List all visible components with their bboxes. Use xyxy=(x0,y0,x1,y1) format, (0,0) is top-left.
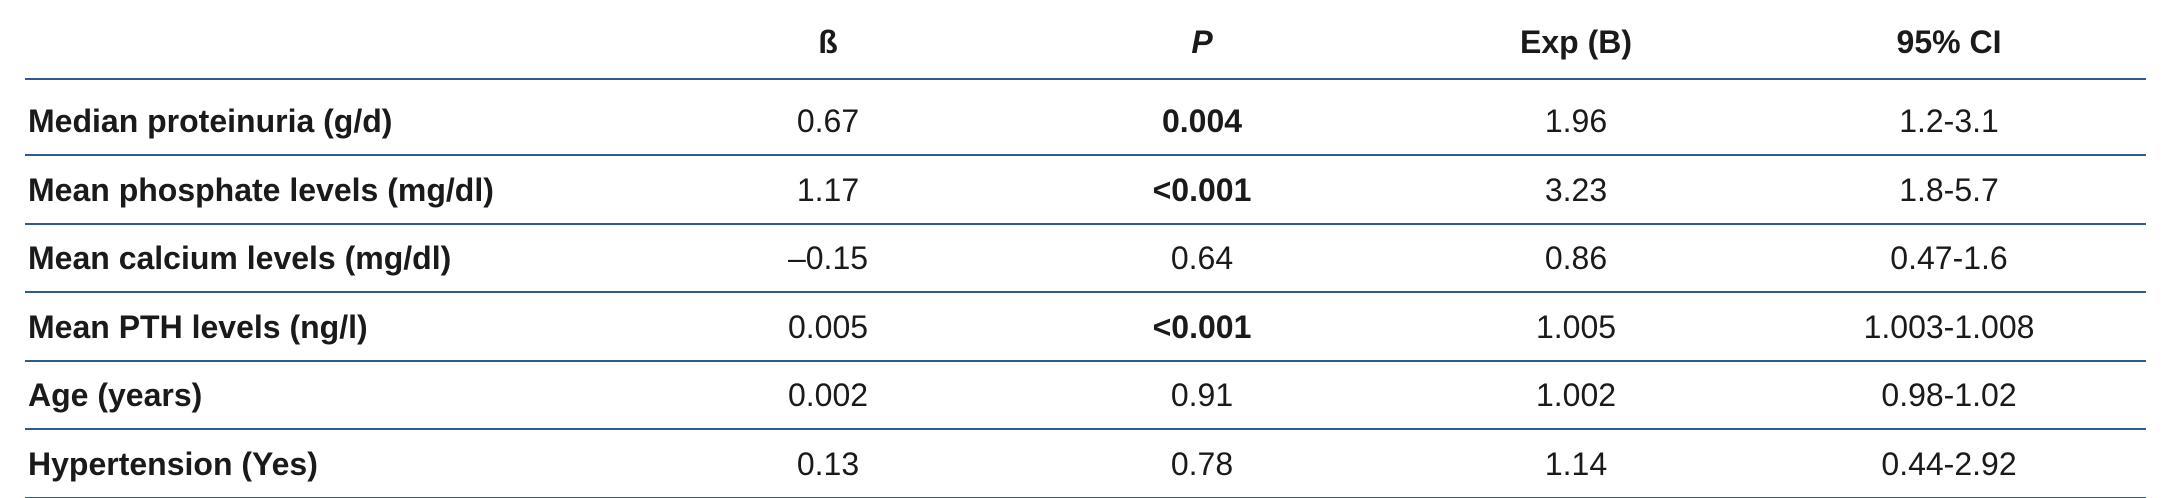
row-rule xyxy=(25,222,2146,225)
cell: 0.47-1.6 xyxy=(1890,240,2008,276)
row-rule xyxy=(25,359,2146,362)
cell: 0.86 xyxy=(1544,240,1608,276)
cell: 0.98-1.02 xyxy=(1881,377,2017,413)
cell: <0.001 xyxy=(1152,308,1252,345)
cell: 1.14 xyxy=(1544,445,1608,482)
cell: 0.13 xyxy=(796,445,860,482)
cell: 1.17 xyxy=(796,171,860,208)
cell: 1.002 xyxy=(1535,377,1617,413)
cell: <0.001 xyxy=(1152,171,1252,208)
row-label: Hypertension (Yes) xyxy=(28,445,318,482)
cell: 0.91 xyxy=(1170,377,1234,413)
column-header: ß xyxy=(818,24,838,60)
cell: 0.005 xyxy=(787,308,869,345)
cell: –0.15 xyxy=(787,240,869,276)
column-header: Exp (B) xyxy=(1520,24,1632,60)
row-label: Mean PTH levels (ng/l) xyxy=(28,308,368,345)
cell: 3.23 xyxy=(1544,171,1608,208)
row-rule xyxy=(25,291,2146,293)
row-label: Mean phosphate levels (mg/dl) xyxy=(28,171,494,208)
row-label: Mean calcium levels (mg/dl) xyxy=(28,240,452,276)
cell: 0.78 xyxy=(1170,445,1234,482)
cell: 0.004 xyxy=(1161,103,1243,139)
cell: 1.96 xyxy=(1544,103,1608,139)
row-rule xyxy=(25,496,2146,498)
row-rule xyxy=(25,78,2146,80)
cell: 1.003-1.008 xyxy=(1863,308,2035,345)
column-header: 95% CI xyxy=(1896,24,2002,60)
column-header: P xyxy=(1191,24,1213,60)
cell: 1.2-3.1 xyxy=(1899,103,1999,139)
cell: 0.44-2.92 xyxy=(1881,445,2017,482)
cell: 0.002 xyxy=(787,377,869,413)
cell: 0.64 xyxy=(1170,240,1234,276)
cell: 1.005 xyxy=(1535,308,1617,345)
row-label: Median proteinuria (g/d) xyxy=(28,103,393,139)
cell: 1.8-5.7 xyxy=(1899,171,1999,208)
row-rule xyxy=(25,154,2146,156)
row-label: Age (years) xyxy=(28,377,203,413)
row-rule xyxy=(25,428,2146,430)
cell: 0.67 xyxy=(796,103,860,139)
